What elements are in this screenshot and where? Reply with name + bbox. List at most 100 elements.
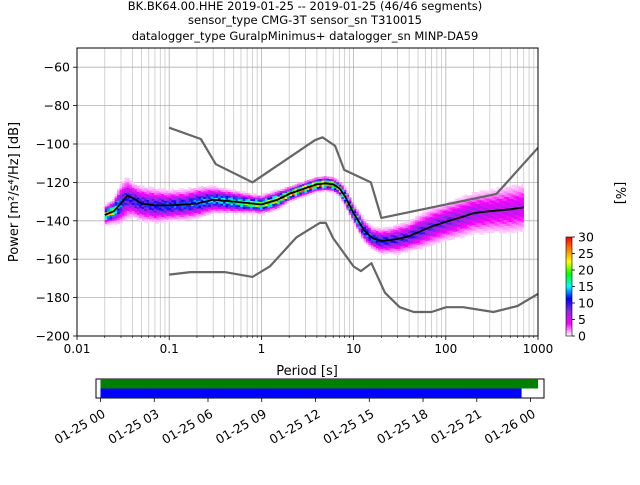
psd-cell (499, 200, 502, 203)
psd-cell (252, 204, 256, 207)
psd-cell (491, 217, 495, 220)
psd-cell (104, 208, 108, 211)
psd-cell (279, 198, 283, 201)
y-tick-label: −100 (36, 137, 70, 152)
psd-cell (250, 194, 253, 198)
psd-cell (223, 189, 226, 193)
psd-cell (306, 187, 310, 191)
psd-cell (269, 208, 273, 211)
psd-cell (181, 212, 184, 216)
psd-cell (476, 224, 480, 228)
psd-cell (311, 178, 315, 181)
psd-cell (412, 239, 416, 242)
psd-cell (141, 187, 145, 190)
psd-cell (218, 191, 221, 195)
psd-cell (277, 201, 281, 205)
psd-cell (504, 227, 507, 230)
psd-cell (432, 234, 436, 238)
psd-cell (119, 183, 123, 187)
psd-cell (176, 193, 179, 197)
psd-cell (454, 219, 458, 223)
psd-cell (235, 197, 239, 200)
psd-cell (114, 220, 118, 224)
psd-cell (198, 207, 202, 211)
psd-cell (131, 189, 135, 192)
psd-cell (484, 196, 488, 199)
psd-cell (474, 203, 478, 206)
psd-cell (516, 189, 520, 193)
psd-cell (260, 195, 263, 199)
psd-cell (237, 206, 241, 210)
psd-cell (326, 178, 330, 181)
psd-cell (117, 208, 120, 211)
psd-cell (471, 224, 475, 228)
psd-cell (513, 192, 517, 195)
psd-cell (122, 188, 125, 191)
psd-cell (442, 210, 446, 213)
psd-cell (131, 212, 135, 215)
psd-cell (501, 198, 505, 201)
psd-cell (129, 180, 133, 183)
psd-cell (412, 243, 416, 246)
psd-cell (114, 217, 118, 220)
psd-cell (279, 188, 283, 191)
psd-cell (415, 233, 419, 236)
psd-cell (385, 236, 389, 239)
psd-cell (464, 209, 468, 213)
psd-cell (402, 239, 406, 243)
psd-cell (136, 212, 140, 215)
psd-cell (481, 217, 485, 220)
psd-cell (417, 244, 421, 247)
psd-cell (390, 240, 394, 243)
psd-cell (260, 201, 263, 204)
psd-cell (405, 221, 409, 225)
psd-cell (149, 190, 152, 193)
psd-cell (112, 222, 115, 225)
psd-cell (405, 231, 409, 234)
psd-cell (479, 224, 483, 228)
colorbar-tick-label: 20 (578, 263, 594, 278)
psd-cell (346, 190, 350, 194)
x-tick-label: 1000 (523, 342, 554, 356)
psd-cell (412, 220, 416, 223)
psd-cell (213, 193, 216, 197)
psd-cell (398, 246, 401, 250)
psd-cell (306, 193, 310, 196)
psd-cell (260, 199, 263, 202)
psd-cell (223, 187, 226, 191)
psd-cell (235, 195, 239, 198)
psd-cell (252, 206, 256, 209)
psd-cell (348, 199, 352, 202)
psd-cell (195, 197, 199, 200)
psd-cell (109, 209, 113, 212)
psd-cell (341, 196, 345, 199)
psd-cell (195, 212, 199, 215)
psd-cell (407, 246, 411, 249)
psd-cell (223, 191, 226, 194)
psd-cell (146, 193, 150, 197)
psd-cell (119, 189, 123, 192)
psd-cell (489, 202, 492, 205)
psd-cell (181, 191, 184, 194)
psd-cell (294, 193, 298, 197)
psd-cell (225, 195, 229, 198)
psd-cell (126, 189, 130, 192)
psd-cell (139, 186, 143, 190)
psd-cell (156, 188, 160, 191)
psd-cell (215, 207, 219, 210)
psd-cell (496, 198, 500, 201)
psd-cell (146, 199, 150, 202)
psd-cell (181, 216, 184, 219)
psd-cell (294, 195, 298, 199)
psd-cell (146, 214, 150, 218)
psd-cell (476, 217, 480, 220)
psd-cell (378, 241, 382, 245)
psd-cell (513, 228, 517, 232)
psd-cell (171, 219, 175, 222)
psd-cell (324, 176, 327, 179)
psd-cell (425, 223, 428, 226)
psd-cell (486, 200, 490, 203)
psd-cell (149, 194, 152, 197)
psd-cell (252, 212, 256, 215)
x-tick-label: 0.01 (64, 342, 91, 356)
